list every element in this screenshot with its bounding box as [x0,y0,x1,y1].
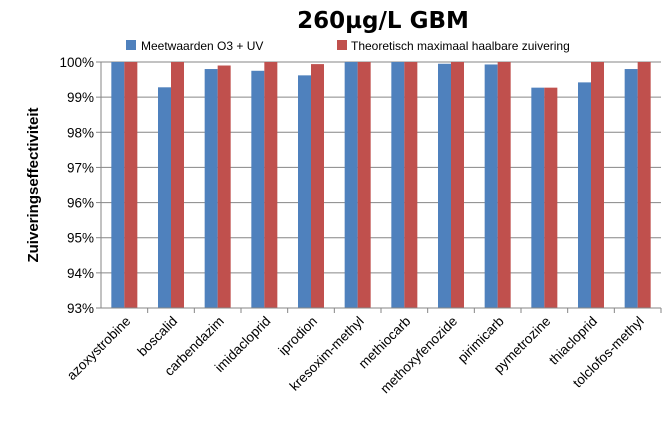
bar-theoretical [497,62,511,308]
bar-measured [344,62,358,308]
bar-theoretical [171,62,184,308]
gridlines [101,61,661,309]
bar-theoretical [311,64,324,308]
y-tick-label: 96% [67,196,94,211]
legend-label-1: Theoretisch maximaal haalbare zuivering [351,39,570,53]
bar-theoretical [404,62,418,308]
bar-measured [531,87,545,308]
bar-theoretical [264,62,278,308]
legend-swatch-1 [337,40,347,50]
bar-theoretical [124,62,138,308]
legend-swatch-0 [126,40,136,50]
bars [111,62,651,309]
bar-theoretical [451,62,464,308]
bar-measured [158,87,171,308]
bar-theoretical [357,62,371,308]
y-axis-ticks: 93% 94% 95% 96% 97% 98% 99% 100% [59,55,101,316]
bar-theoretical [637,62,651,308]
x-tick-label: boscalid [134,314,180,360]
y-axis-label: Zuiveringseffectiviteit [25,107,42,262]
bar-measured [298,75,311,309]
legend: Meetwaarden O3 + UV Theoretisch maximaal… [126,39,570,53]
y-tick-label: 94% [67,266,94,281]
y-tick-label: 97% [67,160,94,175]
bar-measured [624,69,638,309]
bar-theoretical [544,87,558,308]
bar-theoretical [591,62,604,308]
x-axis-ticks: azoxystrobine boscalidcarbendazimimidaclo… [64,308,662,396]
y-tick-label: 99% [67,90,94,105]
bar-measured [251,70,265,309]
x-tick-label: azoxystrobine [64,314,134,384]
bar-measured [484,64,498,309]
bar-measured [111,62,125,308]
legend-label-0: Meetwaarden O3 + UV [141,39,263,53]
bar-measured [578,82,591,308]
bar-measured [204,69,218,309]
bar-theoretical [217,65,231,308]
chart-title: 260µg/L GBM [297,8,469,34]
y-tick-label: 98% [67,125,94,140]
bar-measured [438,63,451,308]
y-tick-label: 93% [67,301,94,316]
y-tick-label: 100% [59,55,94,70]
x-tick-label: iprodion [276,314,321,359]
y-tick-label: 95% [67,231,94,246]
axes [100,62,661,309]
bar-measured [391,62,405,308]
